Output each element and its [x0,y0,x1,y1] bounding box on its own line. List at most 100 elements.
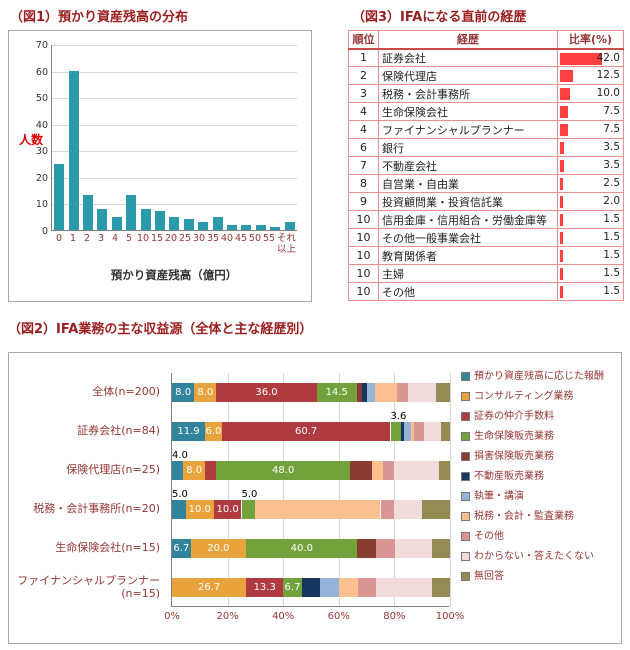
fig3-ratio-value: 10.0 [596,87,620,99]
fig2-segment: 14.5 [316,383,357,402]
fig3-ratio-value: 1.5 [603,231,620,243]
fig3-ratio-value: 7.5 [603,105,620,117]
fig2-segment [410,422,414,441]
fig1-x-tick-label: 10 [136,233,150,244]
fig3-rank-cell: 10 [348,210,379,229]
fig2-bar-row: 5.0 10.0 10.0 5.0 [172,489,450,519]
fig3-career-cell: 銀行 [378,138,558,157]
fig1-x-tick-label: 45 [234,233,248,244]
fig2-segment-label: 26.7 [197,582,221,593]
fig3-table-row: 1 証券会社 42.0 [348,48,624,67]
fig3-ratio-cell: 1.5 [557,210,624,229]
fig2-segment: 6.7 [283,578,302,597]
fig1-bar-slot [81,45,95,230]
fig2-segment: 36.0 [216,383,317,402]
fig2-segment-label: 11.9 [177,426,200,437]
fig3-ratio-value: 12.5 [596,69,620,81]
fig2-legend-item: 損害保険販売業務 [461,451,619,462]
fig3-ratio-value: 1.5 [603,213,620,225]
legend-color-swatch [461,472,470,481]
fig2-segment-label: 4.0 [172,449,188,461]
fig3-rank-cell: 6 [348,138,379,157]
fig1-x-tick-label: 0 [55,233,63,244]
fig3-ratio-bar [560,250,563,262]
fig2-segment-label: 36.0 [255,387,278,398]
legend-color-swatch [461,372,470,381]
fig3-ratio-value: 1.5 [603,249,620,261]
fig1-bar-slot [110,45,124,230]
fig3-ratio-value: 42.0 [596,51,620,64]
fig3-header-rank: 順位 [348,30,379,50]
fig3-ratio-cell: 7.5 [557,102,624,121]
fig2-legend-item: その他 [461,531,619,542]
fig2-segment: 20.0 [190,539,247,558]
fig3-career-cell: 自営業・自由業 [378,174,558,193]
fig3-career-cell: 証券会社 [378,48,558,67]
legend-color-swatch [461,552,470,561]
fig2-segment [356,383,363,402]
fig3-rank-cell: 8 [348,174,379,193]
fig1-x-tick-label: 2 [83,233,91,244]
fig2-segment-label: 10.0 [188,504,211,515]
fig2-legend-item: 税務・会計・監査業務 [461,511,619,522]
fig2-gridline [450,373,451,606]
fig2-title: （図2）IFA業務の主な収益源（全体と主な経歴別） [8,322,313,337]
fig2-segment [372,461,384,480]
fig2-x-tick-label: 60% [327,611,350,622]
legend-color-swatch [461,452,470,461]
fig3-career-cell: その他一般事業会社 [378,228,558,247]
fig3-table-row: 9 投資顧問業・投資信託業 2.0 [348,192,624,211]
fig3-header-career: 経歴 [378,30,558,50]
fig3-ratio-bar [560,88,570,100]
fig2-x-tick-label: 20% [216,611,239,622]
fig3-ratio-cell: 12.5 [557,66,624,85]
fig2-x-tick-label: 40% [272,611,295,622]
fig3-ratio-value: 7.5 [603,123,620,135]
fig1-bar-slot [124,45,138,230]
fig2-segment [440,422,450,441]
fig1-y-tick-label: 40 [35,119,48,131]
fig2-segment [205,461,217,480]
fig2-segment-label: 14.5 [325,387,348,398]
legend-color-swatch [461,572,470,581]
fig3-career-cell: 生命保険会社 [378,102,558,121]
fig3-table-row: 8 自営業・自由業 2.5 [348,174,624,193]
fig3-table-row: 7 不動産会社 3.5 [348,156,624,175]
fig2-segment-label: 5.0 [241,488,258,500]
fig2-x-tick-label: 100% [435,611,465,622]
fig1-bar-slot [153,45,167,230]
fig2-segment: 48.0 [216,461,350,480]
fig3-ratio-cell: 42.0 [557,48,624,67]
fig1-histogram-chart: 人数 0 1 2 3 4 5 10 15 20 25 30 35 40 45 50 55 それ以上 0 10 20 3… [8,30,312,302]
fig2-segment-label: 20.0 [207,543,230,554]
fig1-bar [227,224,238,230]
fig1-gridline [52,204,297,206]
fig2-segment: 4.0 [172,450,188,480]
fig1-x-tick-label: 40 [220,233,234,244]
fig2-legend-item: 証券の仲介手数料 [461,411,619,422]
legend-item-label: 預かり資産残高に応じた報酬 [474,371,604,382]
fig3-ratio-value: 3.5 [603,159,620,171]
fig2-segment: 8.0 [183,461,206,480]
fig1-x-tick-row: 0 1 2 3 4 5 10 15 20 25 30 35 40 45 50 55 それ以上 [52,233,297,256]
fig1-bar-slot [138,45,152,230]
fig1-x-tick-label: 55 [262,233,276,244]
fig3-ratio-value: 3.5 [603,141,620,153]
fig2-segment: 5.0 [241,489,257,519]
fig2-segment [431,539,450,558]
fig3-ratio-bar [560,124,568,136]
fig3-ratio-bar [560,178,563,190]
fig3-career-cell: 保険代理店 [378,66,558,85]
legend-color-swatch [461,512,470,521]
fig1-bar [111,216,122,230]
fig1-x-tick-label: 1 [69,233,77,244]
fig3-ratio-bar [560,196,563,208]
fig2-segment [431,578,450,597]
fig1-bar [83,195,94,230]
fig1-y-tick-label: 70 [35,40,48,51]
fig3-rank-cell: 9 [348,192,379,211]
fig3-rank-cell: 3 [348,84,379,103]
fig1-x-tick-label: 15 [150,233,164,244]
fig2-category-labels: 全体(n=200) 証券会社(n=84) 保険代理店(n=25) 税務・会計事務所(n… [13,373,165,607]
fig3-ratio-value: 1.5 [603,285,620,297]
